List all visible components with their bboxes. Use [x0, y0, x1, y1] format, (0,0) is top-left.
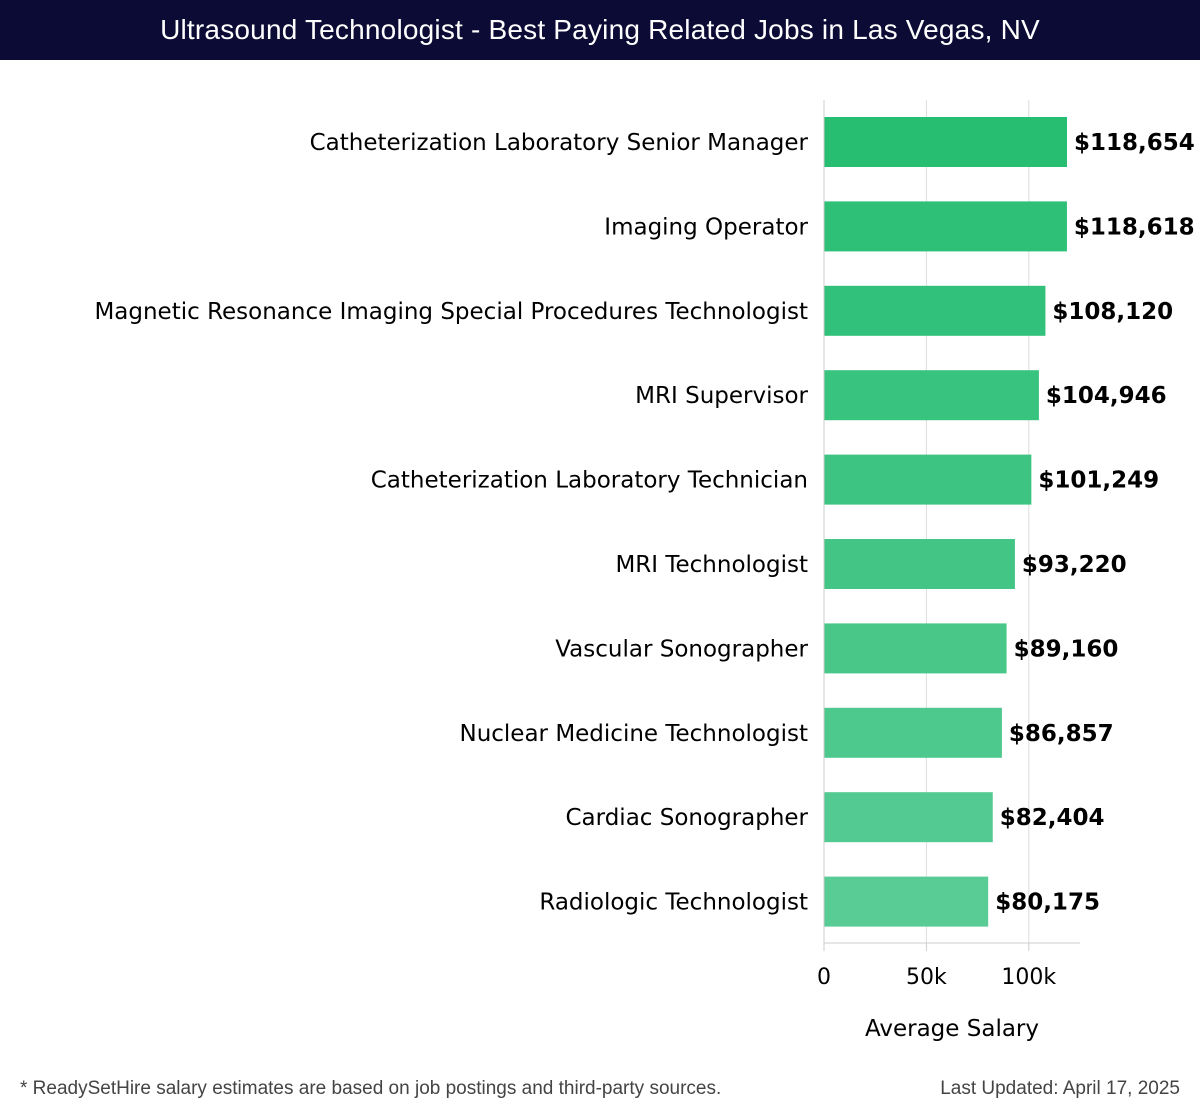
value-label: $118,618 — [1074, 214, 1195, 240]
value-label: $118,654 — [1074, 130, 1195, 156]
bar — [824, 623, 1007, 674]
bar — [824, 707, 1002, 758]
bars — [824, 117, 1068, 927]
footer-note: * ReadySetHire salary estimates are base… — [20, 1078, 722, 1099]
bar — [824, 370, 1039, 421]
category-label: Catheterization Laboratory Technician — [371, 468, 808, 494]
bar — [824, 792, 993, 843]
category-label: Nuclear Medicine Technologist — [459, 721, 808, 747]
value-label: $86,857 — [1009, 721, 1114, 747]
x-tick-label: 50k — [906, 965, 947, 990]
category-labels: Catheterization Laboratory Senior Manage… — [94, 130, 808, 916]
bar — [824, 285, 1046, 336]
chart-title: Ultrasound Technologist - Best Paying Re… — [0, 0, 1200, 60]
bar — [824, 201, 1067, 252]
value-label: $80,175 — [995, 890, 1100, 916]
value-label: $101,249 — [1038, 468, 1159, 494]
value-label: $104,946 — [1046, 383, 1167, 409]
category-label: Imaging Operator — [604, 214, 808, 240]
value-label: $108,120 — [1052, 299, 1173, 325]
bar — [824, 539, 1015, 589]
x-tick-label: 100k — [1001, 965, 1056, 990]
bar — [824, 117, 1068, 167]
category-label: Radiologic Technologist — [539, 890, 808, 916]
x-tick-label: 0 — [817, 965, 831, 990]
x-axis-title: Average Salary — [865, 1016, 1039, 1042]
value-labels: $118,654 $118,618 $108,120 $104,946 $101,249… — [995, 130, 1195, 916]
salary-bar-chart: 0 50k 100k Catheterization Laboratory Seni… — [94, 100, 1195, 1042]
bar — [824, 454, 1032, 505]
value-label: $89,160 — [1014, 636, 1119, 662]
category-label: MRI Technologist — [615, 552, 808, 578]
bar — [824, 876, 989, 927]
category-label: MRI Supervisor — [635, 383, 808, 409]
x-axis: 0 50k 100k — [817, 100, 1080, 990]
value-label: $93,220 — [1022, 552, 1127, 578]
category-label: Magnetic Resonance Imaging Special Proce… — [94, 299, 808, 325]
last-updated: Last Updated: April 17, 2025 — [940, 1078, 1180, 1099]
category-label: Cardiac Sonographer — [566, 805, 809, 831]
category-label: Vascular Sonographer — [555, 636, 808, 662]
category-label: Catheterization Laboratory Senior Manage… — [310, 130, 809, 156]
value-label: $82,404 — [1000, 805, 1105, 831]
